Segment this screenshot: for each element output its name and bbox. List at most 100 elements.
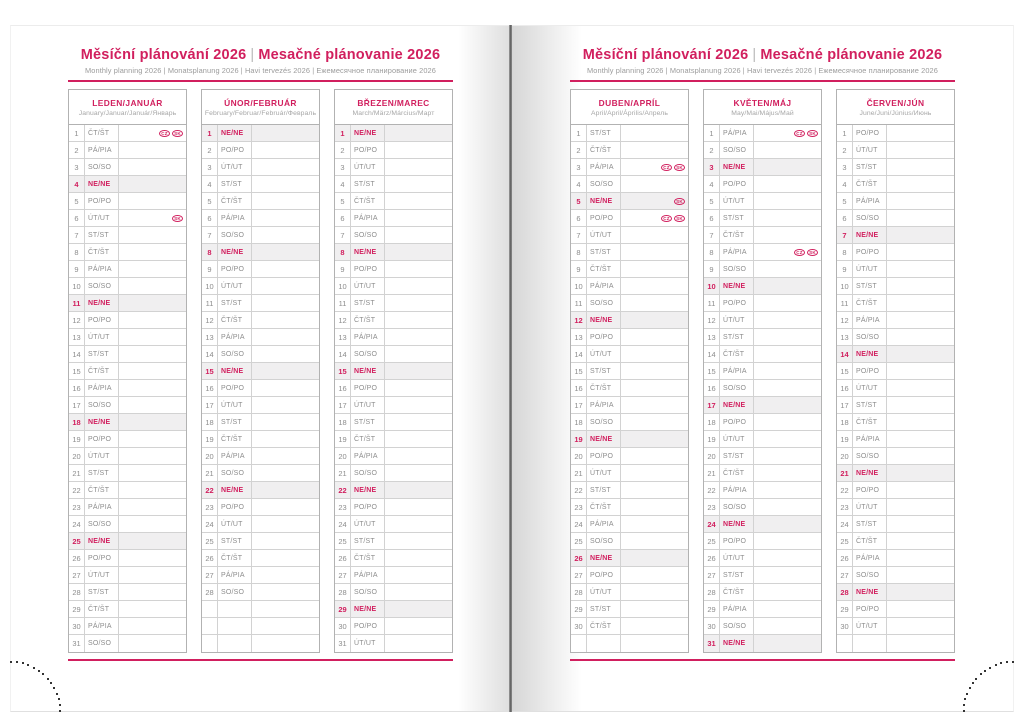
month-day-rows: 1 PO/PO 2 ÚT/UT 3 ST/ST 4 ČT/ŠT 5 PÁ/PIA 6 SO/SO 7 NE…: [836, 125, 955, 653]
day-note-cell: [119, 533, 186, 549]
perforation-dot: [1012, 661, 1014, 663]
month-table-march: BŘEZEN/MAREC March/März/Március/Март 1 NE…: [334, 89, 453, 653]
day-abbrev: SO/SO: [85, 159, 119, 175]
day-abbrev: SO/SO: [720, 618, 754, 634]
day-number: 23: [571, 499, 587, 515]
day-abbrev: NE/NE: [351, 363, 385, 379]
day-number: 10: [202, 278, 218, 294]
day-number: 13: [202, 329, 218, 345]
day-number: 29: [571, 601, 587, 617]
day-note-cell: [621, 584, 688, 600]
day-note-cell: [385, 414, 452, 430]
day-row-april-3: 3 PÁ/PIA CZ SK: [571, 159, 688, 176]
day-number: 14: [335, 346, 351, 362]
day-row-may-29: 29 PÁ/PIA: [704, 601, 821, 618]
day-row-march-9: 9 PO/PO: [335, 261, 452, 278]
day-number: 12: [837, 312, 853, 328]
day-abbrev: ÚT/UT: [853, 380, 887, 396]
day-number: 5: [704, 193, 720, 209]
day-number: 22: [69, 482, 85, 498]
page-subtitle: Monthly planning 2026 | Monatsplanung 20…: [85, 66, 436, 75]
day-row-march-17: 17 ÚT/UT: [335, 397, 452, 414]
day-number: 24: [69, 516, 85, 532]
day-abbrev: ST/ST: [587, 244, 621, 260]
perforation-dot: [971, 682, 974, 685]
day-row-march-23: 23 PO/PO: [335, 499, 452, 516]
day-note-cell: [252, 227, 319, 243]
day-abbrev: NE/NE: [587, 193, 621, 209]
day-abbrev: ST/ST: [720, 329, 754, 345]
day-row-april-7: 7 ÚT/UT: [571, 227, 688, 244]
day-number: 18: [837, 414, 853, 430]
day-abbrev: ÚT/UT: [853, 142, 887, 158]
day-row-april-8: 8 ST/ST: [571, 244, 688, 261]
day-note-cell: CZ SK: [621, 159, 688, 175]
day-row-april-11: 11 SO/SO: [571, 295, 688, 312]
day-note-cell: [119, 431, 186, 447]
day-row-january-30: 30 PÁ/PIA: [69, 618, 186, 635]
day-row-march-31: 31 ÚT/UT: [335, 635, 452, 652]
day-number: 11: [202, 295, 218, 311]
day-number: 16: [202, 380, 218, 396]
day-abbrev: PÁ/PIA: [218, 329, 252, 345]
day-note-cell: [252, 278, 319, 294]
day-abbrev: PO/PO: [587, 448, 621, 464]
day-note-cell: [887, 414, 954, 430]
day-note-cell: [252, 244, 319, 260]
day-abbrev: SO/SO: [85, 635, 119, 652]
page-left: Měsíční plánování 2026 | Mesačné plánovani…: [10, 25, 510, 712]
day-row-april-30: 30 ČT/ŠT: [571, 618, 688, 635]
day-note-cell: [385, 584, 452, 600]
accent-rule-bottom: [68, 659, 453, 661]
day-number: 26: [571, 550, 587, 566]
day-abbrev: ÚT/UT: [85, 567, 119, 583]
day-number: 3: [335, 159, 351, 175]
day-abbrev: PÁ/PIA: [853, 193, 887, 209]
day-row-june-12: 12 PÁ/PIA: [837, 312, 954, 329]
month-table-june: ČERVEN/JÚN June/Juni/Június/Июнь 1 PO/PO 2…: [836, 89, 955, 653]
day-number: 16: [69, 380, 85, 396]
day-abbrev: ÚT/UT: [351, 635, 385, 652]
day-number: 13: [837, 329, 853, 345]
day-note-cell: [887, 244, 954, 260]
month-name: ÚNOR/FEBRUÁR: [224, 97, 297, 108]
day-note-cell: [754, 584, 821, 600]
day-row-june-18: 18 ČT/ŠT: [837, 414, 954, 431]
perforation-dot: [55, 692, 58, 695]
day-row-march-28: 28 SO/SO: [335, 584, 452, 601]
day-note-cell: [887, 550, 954, 566]
day-row-april-18: 18 SO/SO: [571, 414, 688, 431]
day-number: 2: [69, 142, 85, 158]
day-abbrev: PO/PO: [218, 142, 252, 158]
day-note-cell: [252, 516, 319, 532]
day-row-march-16: 16 PO/PO: [335, 380, 452, 397]
day-number: 5: [837, 193, 853, 209]
day-number: 7: [69, 227, 85, 243]
day-row-may-14: 14 ČT/ŠT: [704, 346, 821, 363]
day-abbrev: PÁ/PIA: [218, 448, 252, 464]
day-row-january-1: 1 ČT/ŠT CZ SK: [69, 125, 186, 142]
day-note-cell: CZ SK: [119, 125, 186, 141]
month-day-rows: 1 ČT/ŠT CZ SK 2 PÁ/PIA 3 SO/SO 4 NE/NE 5 PO/PO 6 ÚT/U…: [68, 125, 187, 653]
day-abbrev: SO/SO: [218, 346, 252, 362]
day-number: 6: [69, 210, 85, 226]
holiday-badge-sk: SK: [674, 197, 685, 205]
day-note-cell: [621, 448, 688, 464]
month-subtitle: May/Mai/Május/Май: [731, 109, 794, 117]
holiday-badge-cz: CZ: [794, 129, 805, 137]
day-note-cell: [385, 142, 452, 158]
day-note-cell: [754, 295, 821, 311]
day-row-february-14: 14 SO/SO: [202, 346, 319, 363]
day-number: 24: [837, 516, 853, 532]
day-number: 20: [571, 448, 587, 464]
day-note-cell: [887, 431, 954, 447]
day-number: 20: [704, 448, 720, 464]
day-note-cell: [754, 635, 821, 652]
day-row-march-6: 6 PÁ/PIA: [335, 210, 452, 227]
day-number: 4: [837, 176, 853, 192]
day-abbrev: ÚT/UT: [720, 431, 754, 447]
day-number: 2: [704, 142, 720, 158]
day-abbrev: [587, 635, 621, 652]
day-abbrev: ČT/ŠT: [351, 193, 385, 209]
day-row-april-17: 17 PÁ/PIA: [571, 397, 688, 414]
